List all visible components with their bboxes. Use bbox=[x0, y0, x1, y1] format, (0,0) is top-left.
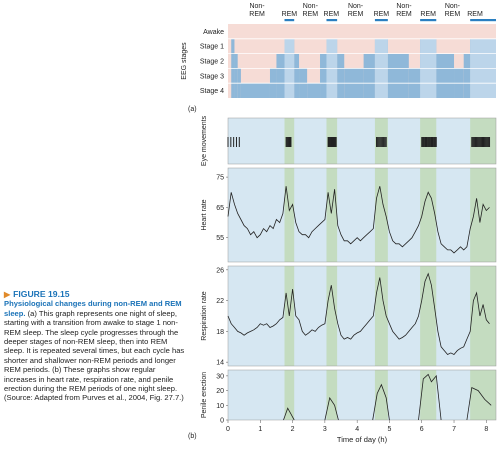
ytick-penile_erection-1: 10 bbox=[216, 403, 224, 410]
ytick-heart_rate-2: 75 bbox=[216, 175, 224, 182]
nonrem-label-4-1: REM bbox=[445, 11, 461, 18]
figure-caption: ▶ FIGURE 19.15 Physiological changes duri… bbox=[4, 290, 186, 403]
hypnogram-bar-10 bbox=[307, 83, 320, 98]
hypnogram-bar-11 bbox=[320, 54, 326, 98]
panel-a-label: (a) bbox=[188, 106, 197, 113]
nonrem-label-1-1: REM bbox=[303, 11, 319, 18]
rem-label-0: REM bbox=[282, 11, 298, 18]
triangle-icon: ▶ bbox=[4, 290, 10, 299]
rem-band-respiration_rate-1 bbox=[326, 266, 337, 366]
panel-b-label: (b) bbox=[188, 433, 197, 440]
rem-label-2: REM bbox=[374, 11, 390, 18]
xtick-label-3: 3 bbox=[323, 426, 327, 433]
xtick-label-8: 8 bbox=[484, 426, 488, 433]
rem-band-penile_erection-1 bbox=[326, 370, 337, 420]
y-title-respiration_rate: Respiration rate bbox=[201, 291, 208, 341]
stage-label-1: Stage 1 bbox=[200, 44, 224, 51]
hypnogram-bar-4 bbox=[241, 83, 270, 98]
rem-band-penile_erection-3 bbox=[420, 370, 436, 420]
stage-label-4: Stage 4 bbox=[200, 88, 224, 95]
ytick-penile_erection-3: 30 bbox=[216, 373, 224, 380]
xtick-label-5: 5 bbox=[387, 426, 391, 433]
panel-bg-eye_movements bbox=[228, 118, 496, 164]
nonrem-label-2-0: Non- bbox=[348, 3, 364, 10]
rem-band-heart_rate-3 bbox=[420, 168, 436, 262]
rem-indicator-1 bbox=[326, 19, 337, 21]
nonrem-label-0-1: REM bbox=[249, 11, 265, 18]
hypnogram-bar-13 bbox=[337, 54, 344, 98]
ytick-respiration_rate-2: 22 bbox=[216, 298, 224, 305]
ytick-penile_erection-2: 20 bbox=[216, 388, 224, 395]
y-title-penile_erection: Penile erection bbox=[201, 372, 208, 418]
nonrem-label-1-0: Non- bbox=[303, 3, 319, 10]
stage-label-0: Awake bbox=[203, 29, 224, 36]
y-title-heart_rate: Heart rate bbox=[201, 199, 208, 230]
nonrem-label-3-0: Non- bbox=[396, 3, 412, 10]
rem-indicator-0 bbox=[285, 19, 295, 21]
eeg-y-title: EEG stages bbox=[181, 42, 188, 80]
figure-label-text: FIGURE 19.15 bbox=[13, 289, 69, 299]
panel-bg-respiration_rate bbox=[228, 266, 496, 366]
rem-label-1: REM bbox=[324, 11, 340, 18]
xtick-label-6: 6 bbox=[420, 426, 424, 433]
stage-label-2: Stage 2 bbox=[200, 59, 224, 66]
hypnogram-bar-20 bbox=[436, 54, 454, 98]
ytick-heart_rate-1: 65 bbox=[216, 205, 224, 212]
rem-indicator-2 bbox=[375, 19, 388, 21]
ytick-penile_erection-0: 0 bbox=[220, 418, 224, 425]
rem-band-respiration_rate-3 bbox=[420, 266, 436, 366]
rem-band-heart_rate-1 bbox=[326, 168, 337, 262]
panel-bg-penile_erection bbox=[228, 370, 496, 420]
xtick-label-7: 7 bbox=[452, 426, 456, 433]
xtick-label-4: 4 bbox=[355, 426, 359, 433]
hypnogram-bar-17 bbox=[388, 54, 409, 98]
hypnogram-bar-22 bbox=[464, 54, 470, 98]
rem-label-4: REM bbox=[467, 11, 483, 18]
hypnogram-bar-8 bbox=[294, 54, 299, 98]
ytick-respiration_rate-1: 18 bbox=[216, 329, 224, 336]
y-title-eye_movements: Eye movements bbox=[201, 115, 208, 166]
rem-band-penile_erection-4 bbox=[470, 370, 496, 420]
ytick-respiration_rate-3: 26 bbox=[216, 267, 224, 274]
nonrem-label-4-0: Non- bbox=[445, 3, 461, 10]
xtick-label-1: 1 bbox=[258, 426, 262, 433]
rem-band-heart_rate-0 bbox=[285, 168, 295, 262]
xtick-label-2: 2 bbox=[291, 426, 295, 433]
nonrem-label-2-1: REM bbox=[348, 11, 364, 18]
panel-bg-heart_rate bbox=[228, 168, 496, 262]
rem-indicator-4 bbox=[470, 19, 496, 21]
hypnogram-bar-2 bbox=[234, 54, 237, 98]
nonrem-label-3-1: REM bbox=[396, 11, 412, 18]
figure-label: ▶ FIGURE 19.15 bbox=[4, 290, 186, 299]
figure-body: (a) This graph represents one night of s… bbox=[4, 309, 184, 403]
rem-band-respiration_rate-4 bbox=[470, 266, 496, 366]
ytick-heart_rate-0: 55 bbox=[216, 235, 224, 242]
hypnogram-bar-6 bbox=[276, 54, 284, 98]
x-axis-title: Time of day (h) bbox=[337, 435, 388, 444]
nonrem-label-0-0: Non- bbox=[249, 3, 265, 10]
rem-label-3: REM bbox=[420, 11, 436, 18]
rem-indicator-3 bbox=[420, 19, 436, 21]
stage-label-3: Stage 3 bbox=[200, 73, 224, 80]
ytick-respiration_rate-0: 14 bbox=[216, 360, 224, 367]
xtick-label-0: 0 bbox=[226, 426, 230, 433]
hypnogram-bar-15 bbox=[364, 54, 375, 98]
